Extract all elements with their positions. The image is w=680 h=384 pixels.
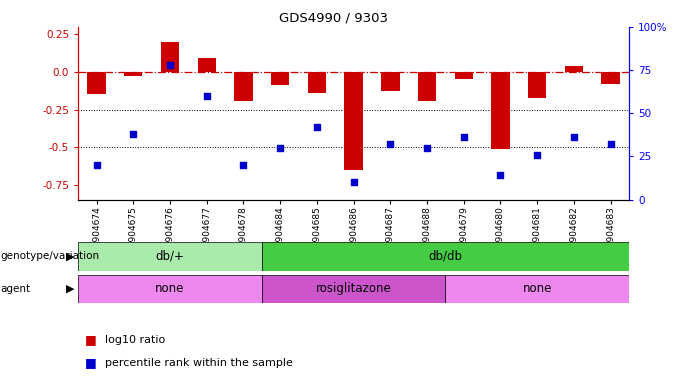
- Point: [532, 152, 543, 158]
- Point: [238, 162, 249, 168]
- Point: [311, 124, 322, 130]
- Bar: [271, 72, 290, 86]
- Point: [201, 93, 212, 99]
- Bar: [344, 72, 363, 170]
- Point: [275, 145, 286, 151]
- Bar: [78, 242, 262, 271]
- Point: [495, 172, 506, 179]
- Bar: [418, 72, 437, 101]
- Bar: [262, 242, 629, 271]
- Bar: [602, 72, 620, 84]
- Text: none: none: [155, 283, 185, 295]
- Text: genotype/variation: genotype/variation: [1, 251, 100, 262]
- Bar: [445, 275, 629, 303]
- Text: none: none: [522, 283, 552, 295]
- Bar: [124, 72, 142, 76]
- Point: [348, 179, 359, 185]
- Point: [385, 141, 396, 147]
- Point: [128, 131, 139, 137]
- Text: ▶: ▶: [66, 251, 75, 262]
- Point: [568, 134, 579, 141]
- Text: percentile rank within the sample: percentile rank within the sample: [105, 358, 293, 368]
- Bar: [307, 72, 326, 93]
- Point: [91, 162, 102, 168]
- Text: ■: ■: [85, 333, 97, 346]
- Bar: [234, 72, 253, 101]
- Text: ▶: ▶: [66, 284, 75, 294]
- Point: [422, 145, 432, 151]
- Text: agent: agent: [1, 284, 31, 294]
- Bar: [160, 42, 180, 72]
- Bar: [528, 72, 547, 98]
- Bar: [197, 58, 216, 72]
- Bar: [262, 275, 445, 303]
- Point: [605, 141, 616, 147]
- Bar: [491, 72, 510, 149]
- Text: db/+: db/+: [156, 250, 184, 263]
- Text: ■: ■: [85, 356, 97, 369]
- Text: rosiglitazone: rosiglitazone: [316, 283, 392, 295]
- Point: [458, 134, 469, 141]
- Bar: [87, 72, 106, 94]
- Bar: [454, 72, 473, 79]
- Text: GDS4990 / 9303: GDS4990 / 9303: [279, 12, 388, 25]
- Bar: [564, 66, 583, 72]
- Bar: [381, 72, 400, 91]
- Point: [165, 62, 175, 68]
- Text: log10 ratio: log10 ratio: [105, 335, 166, 345]
- Bar: [78, 275, 262, 303]
- Text: db/db: db/db: [428, 250, 462, 263]
